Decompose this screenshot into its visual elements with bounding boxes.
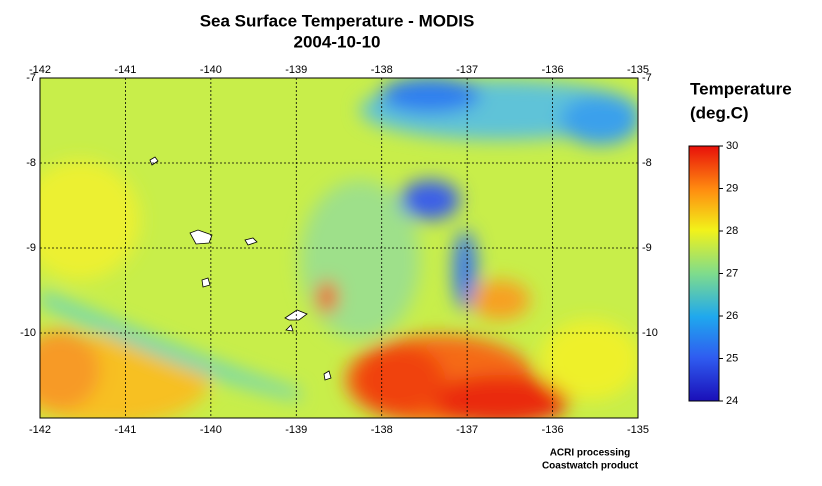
x-tick-label: -141 (114, 64, 136, 76)
x-tick-label: -140 (200, 64, 222, 76)
x-tick-label: -137 (456, 424, 478, 436)
sst-field (40, 78, 638, 418)
colorbar-tick-label: 25 (726, 352, 738, 364)
x-tick-label: -138 (371, 424, 393, 436)
colorbar-tick-label: 26 (726, 310, 738, 322)
y-tick-label: -9 (642, 242, 652, 254)
x-tick-label: -142 (29, 64, 51, 76)
y-tick-label: -10 (20, 327, 36, 339)
y-tick-label: -7 (642, 72, 652, 84)
x-tick-label: -142 (29, 424, 51, 436)
y-tick-label: -8 (26, 157, 36, 169)
x-tick-label: -135 (627, 64, 649, 76)
x-tick-label: -136 (542, 424, 564, 436)
y-tick-label: -8 (642, 157, 652, 169)
colorbar-tick-label: 27 (726, 267, 738, 279)
y-tick-label: -7 (26, 72, 36, 84)
title: Sea Surface Temperature - MODIS (200, 11, 475, 30)
colorbar (688, 145, 720, 402)
x-tick-label: -141 (114, 424, 136, 436)
credit: Coastwatch product (542, 461, 639, 472)
colorbar-tick-label: 29 (726, 182, 738, 194)
x-tick-label: -140 (200, 424, 222, 436)
colorbar-title: Temperature (690, 79, 792, 98)
colorbar-tick-label: 24 (726, 395, 738, 407)
subtitle: 2004-10-10 (294, 32, 381, 51)
colorbar-title: (deg.C) (690, 103, 749, 122)
x-tick-label: -139 (285, 424, 307, 436)
y-tick-label: -10 (642, 327, 658, 339)
x-tick-label: -137 (456, 64, 478, 76)
x-tick-label: -139 (285, 64, 307, 76)
x-tick-label: -138 (371, 64, 393, 76)
credit: ACRI processing (550, 448, 631, 459)
y-tick-label: -9 (26, 242, 36, 254)
colorbar-tick-label: 28 (726, 225, 738, 237)
x-tick-label: -135 (627, 424, 649, 436)
colorbar-tick-label: 30 (726, 140, 738, 152)
x-tick-label: -136 (542, 64, 564, 76)
